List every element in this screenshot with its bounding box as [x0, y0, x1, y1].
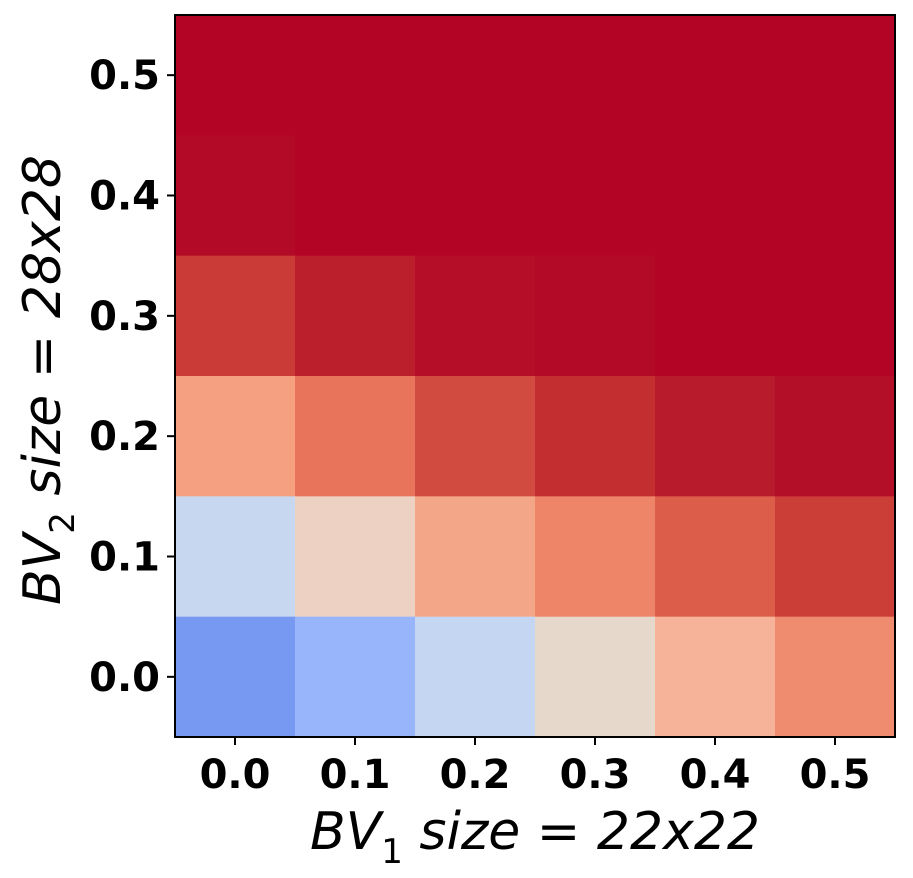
- y-tick-label: 0.1: [89, 535, 160, 581]
- heatmap-cell: [295, 496, 416, 618]
- heatmap-cell: [295, 255, 416, 377]
- heatmap-cells: [175, 15, 896, 738]
- heatmap-cell: [535, 496, 656, 618]
- heatmap-cell: [175, 496, 296, 618]
- heatmap-cell: [535, 255, 656, 377]
- x-axis-label: BV1 size = 22x22: [310, 802, 760, 872]
- heatmap-cell: [415, 616, 536, 738]
- x-tick-label: 0.5: [800, 752, 871, 798]
- x-axis-ticks: 0.0 0.1 0.2 0.3 0.4 0.5: [200, 737, 871, 798]
- heatmap-cell: [655, 15, 776, 136]
- x-tick-label: 0.4: [680, 752, 751, 798]
- y-tick-label: 0.4: [89, 174, 160, 220]
- y-tick-label: 0.0: [89, 655, 160, 701]
- heatmap-cell: [415, 135, 536, 257]
- heatmap-cell: [775, 135, 896, 257]
- x-tick-label: 0.3: [560, 752, 631, 798]
- heatmap-cell: [415, 15, 536, 136]
- heatmap-cell: [295, 15, 416, 136]
- heatmap-cell: [175, 616, 296, 738]
- heatmap-cell: [655, 255, 776, 377]
- y-axis-ticks: 0.0 0.1 0.2 0.3 0.4 0.5: [89, 53, 175, 701]
- heatmap-cell: [655, 135, 776, 257]
- heatmap-cell: [175, 376, 296, 497]
- heatmap-cell: [775, 15, 896, 136]
- heatmap-cell: [775, 496, 896, 618]
- plot-frame: [174, 14, 896, 738]
- y-tick-label: 0.3: [89, 294, 160, 340]
- heatmap-cell: [415, 496, 536, 618]
- heatmap-cell: [535, 376, 656, 497]
- heatmap-cell: [775, 255, 896, 377]
- heatmap-cell: [175, 135, 296, 257]
- heatmap-cell: [175, 255, 296, 377]
- y-axis-label: BV2 size = 28x28: [13, 155, 83, 605]
- x-tick-label: 0.1: [320, 752, 391, 798]
- heatmap-cell: [535, 15, 656, 136]
- x-tick-label: 0.0: [200, 752, 271, 798]
- y-tick-label: 0.2: [89, 414, 160, 460]
- heatmap-cell: [655, 616, 776, 738]
- y-tick-label: 0.5: [89, 53, 160, 99]
- heatmap-cell: [295, 616, 416, 738]
- x-tick-label: 0.2: [440, 752, 511, 798]
- heatmap-cell: [295, 376, 416, 497]
- heatmap-cell: [535, 616, 656, 738]
- heatmap-cell: [655, 496, 776, 618]
- heatmap-cell: [535, 135, 656, 257]
- heatmap-cell: [775, 616, 896, 738]
- heatmap-cell: [415, 376, 536, 497]
- heatmap-cell: [295, 135, 416, 257]
- heatmap-cell: [775, 376, 896, 497]
- heatmap-cell: [415, 255, 536, 377]
- heatmap-cell: [655, 376, 776, 497]
- heatmap-cell: [175, 15, 296, 136]
